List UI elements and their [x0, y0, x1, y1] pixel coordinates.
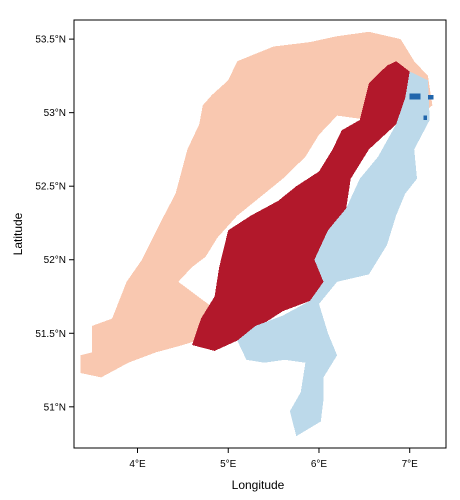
- x-tick-label: 4°E: [129, 459, 146, 470]
- zone-dark-blue-4: [427, 95, 434, 100]
- x-axis-title: Longitude: [232, 478, 285, 492]
- x-axis: 4°E 5°E 6°E 7°E: [129, 448, 418, 470]
- x-tick-label: 7°E: [402, 459, 419, 470]
- zone-dark-blue-5: [423, 115, 427, 120]
- plot-frame: [73, 19, 447, 449]
- zone-dark-blue-3: [409, 93, 421, 100]
- y-tick-label: 51°N: [44, 402, 66, 413]
- y-tick-label: 52°N: [44, 255, 66, 266]
- x-tick-label: 6°E: [311, 459, 328, 470]
- y-tick-label: 51.5°N: [35, 329, 66, 340]
- y-tick-label: 53°N: [44, 108, 66, 119]
- zone-light-blue-2: [237, 71, 430, 437]
- zone-dark-red-1: [192, 61, 410, 351]
- y-tick-label: 52.5°N: [35, 182, 66, 193]
- x-tick-label: 5°E: [220, 459, 237, 470]
- y-axis: 51°N 51.5°N 52°N 52.5°N 53°N 53.5°N: [35, 35, 74, 413]
- y-axis-title: Latitude: [11, 212, 25, 255]
- map-zones: [80, 31, 434, 437]
- zone-light-red-0: [80, 31, 433, 378]
- y-tick-label: 53.5°N: [35, 35, 66, 46]
